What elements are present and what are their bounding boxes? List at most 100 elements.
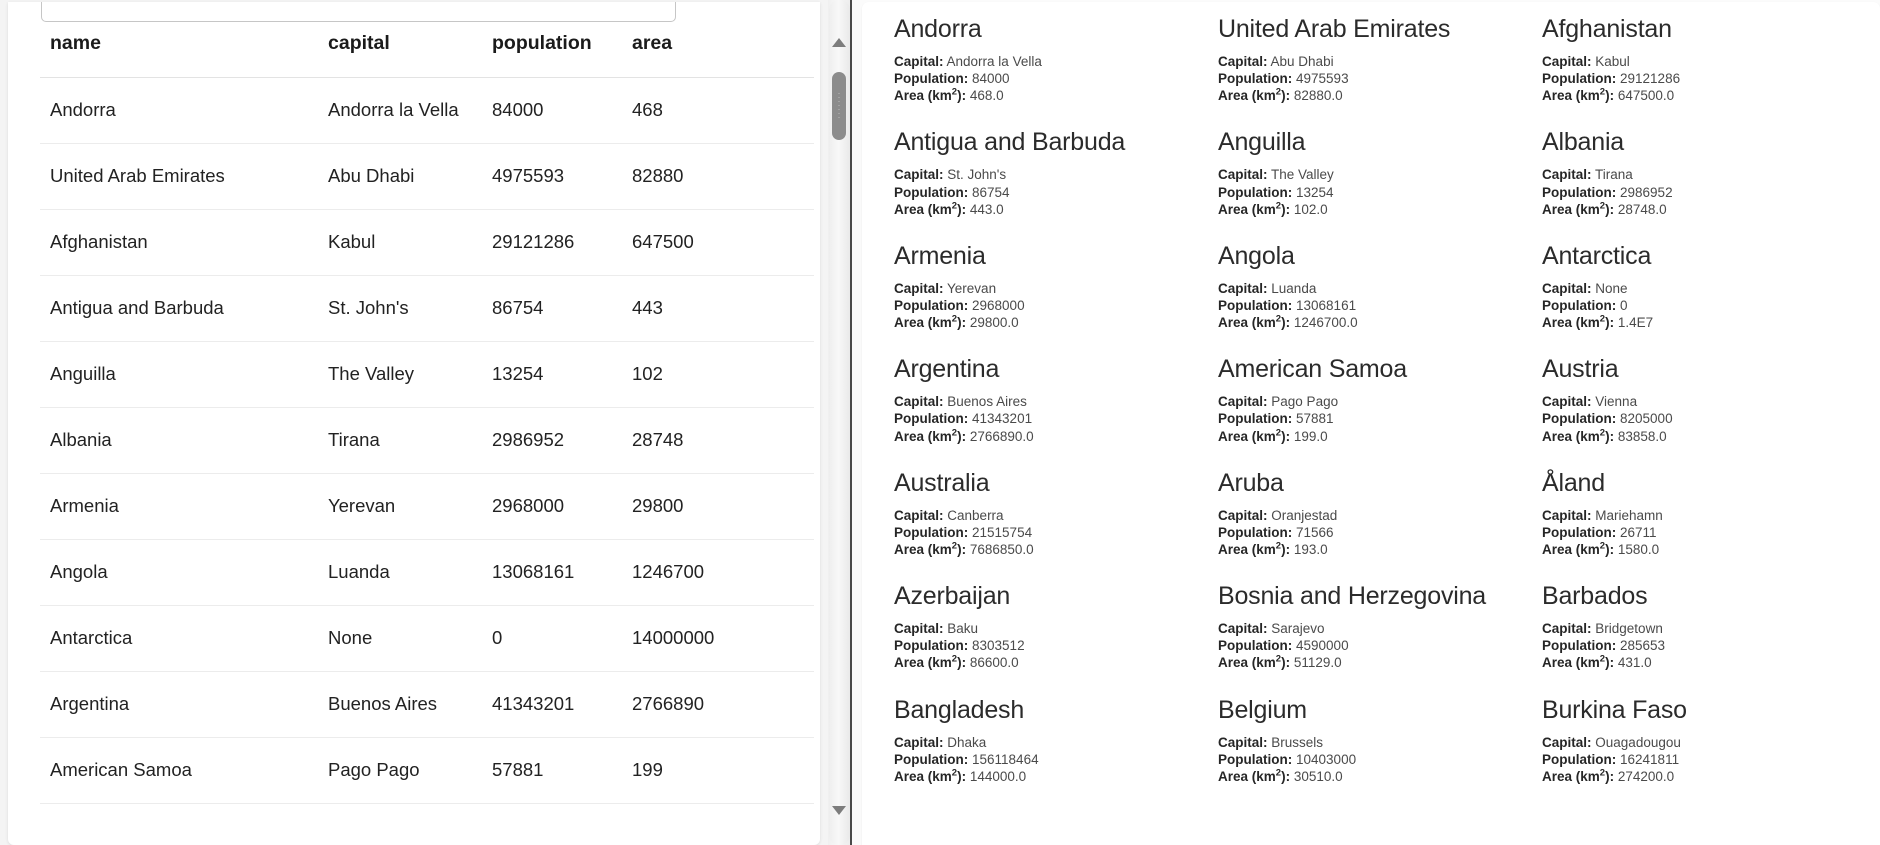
country-card[interactable]: Åland Capital: Mariehamn Population: 26711… [1542, 469, 1880, 583]
country-card[interactable]: Antigua and Barbuda Capital: St. John's Po… [894, 129, 1218, 242]
table-pane: name capital population area Andorra Ando… [0, 0, 828, 845]
table-row[interactable]: Antigua and Barbuda St. John's 86754 443 [40, 275, 814, 342]
table-cell-area: 102 [622, 341, 814, 408]
country-card[interactable]: Albania Capital: Tirana Population: 298695… [1542, 129, 1880, 242]
country-card-population-line: Population: 4590000 [1218, 637, 1528, 654]
table-cell-name: Angola [40, 539, 318, 606]
column-header-area[interactable]: area [622, 24, 814, 78]
area-label: Area (km2): [894, 541, 966, 557]
table-row[interactable]: American Samoa Pago Pago 57881 199 [40, 737, 814, 804]
country-card[interactable]: American Samoa Capital: Pago Pago Populati… [1218, 356, 1542, 469]
area-value: 1580.0 [1617, 541, 1660, 557]
table-row[interactable]: Angola Luanda 13068161 1246700 [40, 539, 814, 606]
capital-value: Oranjestad [1271, 507, 1338, 523]
table-row[interactable]: Albania Tirana 2986952 28748 [40, 407, 814, 474]
country-card[interactable]: Aruba Capital: Oranjestad Population: 7156… [1218, 469, 1542, 583]
area-label-prefix: Area (km [1542, 315, 1600, 331]
table-row[interactable]: Antarctica None 0 14000000 [40, 605, 814, 672]
table-scroll-region[interactable]: name capital population area Andorra Ando… [8, 24, 820, 845]
country-card-capital-line: Capital: St. John's [894, 166, 1204, 183]
table-cell-population: 57881 [482, 737, 622, 804]
area-label-prefix: Area (km [1542, 428, 1600, 444]
capital-label: Capital: [1542, 734, 1592, 750]
scrollbar-thumb[interactable] [832, 72, 846, 140]
area-label-exponent: 2 [1275, 86, 1282, 98]
table-cell-name: Albania [40, 407, 318, 474]
table-cell-area: 199 [622, 737, 814, 804]
country-card[interactable]: Barbados Capital: Bridgetown Population: 2… [1542, 583, 1880, 696]
country-card[interactable]: Anguilla Capital: The Valley Population: 1… [1218, 129, 1542, 242]
area-label-suffix: ): [957, 88, 967, 104]
area-value: 431.0 [1617, 655, 1652, 671]
country-card-population-line: Population: 86754 [894, 184, 1204, 201]
table-cell-name: Armenia [40, 473, 318, 540]
country-card-capital-line: Capital: Luanda [1218, 280, 1528, 297]
country-card-population-line: Population: 13068161 [1218, 297, 1528, 314]
population-value: 57881 [1296, 411, 1334, 427]
area-label-suffix: ): [1605, 541, 1615, 557]
table-row[interactable]: Afghanistan Kabul 29121286 647500 [40, 209, 814, 276]
population-value: 10403000 [1296, 751, 1357, 767]
table-body: Andorra Andorra la Vella 84000 468 United Ar… [40, 77, 814, 804]
country-card[interactable]: United Arab Emirates Capital: Abu Dhabi Po… [1218, 16, 1542, 129]
country-card[interactable]: Bosnia and Herzegovina Capital: Sarajevo P… [1218, 583, 1542, 696]
table-cell-name: Antarctica [40, 605, 318, 672]
table-row[interactable]: Andorra Andorra la Vella 84000 468 [40, 77, 814, 144]
country-card[interactable]: Austria Capital: Vienna Population: 820500… [1542, 356, 1880, 469]
population-label: Population: [1542, 71, 1617, 87]
column-header-population[interactable]: population [482, 24, 622, 78]
table-row[interactable]: Armenia Yerevan 2968000 29800 [40, 473, 814, 540]
country-card[interactable]: Antarctica Capital: None Population: 0 Area… [1542, 242, 1880, 356]
area-label: Area (km2): [894, 201, 966, 217]
country-cards-grid: Andorra Capital: Andorra la Vella Populati… [862, 2, 1880, 810]
column-header-capital[interactable]: capital [318, 24, 482, 78]
capital-label: Capital: [1542, 394, 1592, 410]
table-cell-area: 443 [622, 275, 814, 342]
scrollbar-track[interactable] [829, 0, 850, 845]
country-card[interactable]: Bangladesh Capital: Dhaka Population: 1561… [894, 696, 1218, 810]
population-label: Population: [1218, 524, 1293, 540]
table-row[interactable]: Argentina Buenos Aires 41343201 2766890 [40, 671, 814, 738]
population-value: 2986952 [1620, 184, 1673, 200]
table-cell-name: United Arab Emirates [40, 143, 318, 210]
area-value: 51129.0 [1293, 655, 1342, 671]
country-card-population-line: Population: 285653 [1542, 637, 1866, 654]
population-value: 8303512 [972, 638, 1025, 654]
area-label-exponent: 2 [1599, 653, 1606, 665]
country-card-population-line: Population: 8205000 [1542, 410, 1866, 427]
country-card[interactable]: Andorra Capital: Andorra la Vella Populati… [894, 16, 1218, 129]
area-label-suffix: ): [957, 315, 967, 331]
country-card[interactable]: Azerbaijan Capital: Baku Population: 83035… [894, 583, 1218, 696]
country-card-area-line: Area (km2): 443.0 [894, 201, 1204, 218]
population-value: 285653 [1620, 638, 1666, 654]
search-input[interactable] [41, 2, 676, 22]
capital-value: St. John's [947, 167, 1007, 183]
area-label-exponent: 2 [1275, 540, 1282, 552]
scroll-down-arrow-icon[interactable] [832, 806, 846, 815]
column-header-name[interactable]: name [40, 24, 318, 78]
table-row[interactable]: Anguilla The Valley 13254 102 [40, 341, 814, 408]
population-label: Population: [894, 751, 969, 767]
country-card-population-line: Population: 4975593 [1218, 70, 1528, 87]
vertical-scrollbar[interactable] [828, 0, 852, 845]
area-label-prefix: Area (km [894, 315, 952, 331]
country-card[interactable]: Burkina Faso Capital: Ouagadougou Populati… [1542, 696, 1880, 810]
country-card[interactable]: Afghanistan Capital: Kabul Population: 291… [1542, 16, 1880, 129]
country-card[interactable]: Belgium Capital: Brussels Population: 1040… [1218, 696, 1542, 810]
country-card[interactable]: Australia Capital: Canberra Population: 21… [894, 469, 1218, 583]
country-card[interactable]: Angola Capital: Luanda Population: 1306816… [1218, 242, 1542, 356]
scroll-up-arrow-icon[interactable] [832, 38, 846, 47]
area-value: 274200.0 [1617, 768, 1675, 784]
table-cell-name: Antigua and Barbuda [40, 275, 318, 342]
cards-pane: Andorra Capital: Andorra la Vella Populati… [852, 0, 1880, 845]
capital-value: Canberra [947, 507, 1004, 523]
country-card-capital-line: Capital: None [1542, 280, 1866, 297]
country-card-area-line: Area (km2): 86600.0 [894, 654, 1204, 671]
area-value: 144000.0 [969, 768, 1027, 784]
table-row[interactable]: United Arab Emirates Abu Dhabi 4975593 8288… [40, 143, 814, 210]
area-label: Area (km2): [894, 314, 967, 331]
table-cell-capital: Tirana [318, 407, 482, 474]
area-label: Area (km2): [894, 428, 966, 444]
country-card[interactable]: Argentina Capital: Buenos Aires Population… [894, 356, 1218, 469]
country-card[interactable]: Armenia Capital: Yerevan Population: 29680… [894, 242, 1218, 356]
